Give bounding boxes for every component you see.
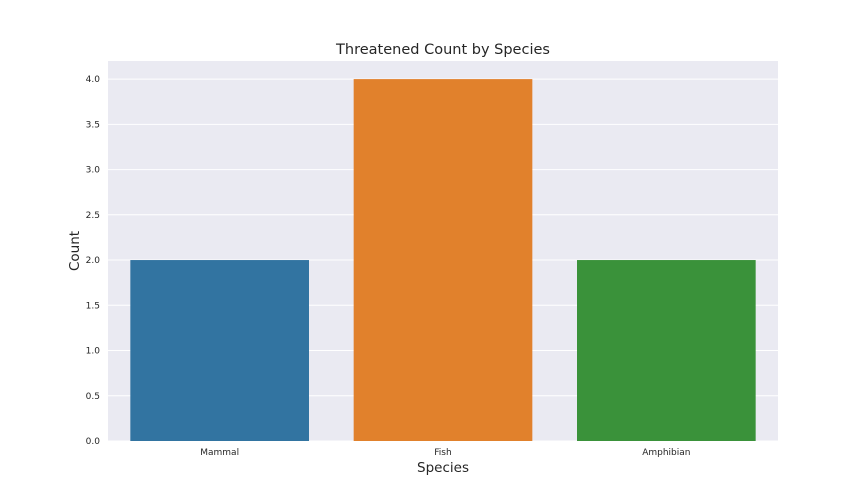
bar-amphibian — [577, 260, 756, 441]
x-tick-label: Fish — [434, 448, 451, 458]
y-tick-label: 0.0 — [86, 437, 101, 447]
y-tick-label: 0.5 — [86, 392, 100, 402]
y-axis-label: Count — [67, 231, 83, 271]
x-tick-label: Mammal — [200, 448, 239, 458]
chart-title: Threatened Count by Species — [335, 42, 550, 58]
y-tick-label: 1.5 — [86, 301, 100, 311]
y-axis-ticks: 0.0 0.5 1.0 1.5 2.0 2.5 3.0 3.5 4.0 — [86, 75, 101, 447]
bars — [130, 79, 756, 441]
y-tick-label: 3.0 — [86, 166, 101, 176]
y-tick-label: 3.5 — [86, 120, 100, 130]
y-tick-label: 2.0 — [86, 256, 101, 266]
y-tick-label: 4.0 — [86, 75, 101, 85]
y-tick-label: 2.5 — [86, 211, 100, 221]
y-tick-label: 1.0 — [86, 347, 101, 357]
bar-mammal — [130, 260, 309, 441]
x-axis-ticks: Mammal Fish Amphibian — [200, 448, 690, 458]
x-tick-label: Amphibian — [642, 448, 690, 458]
x-axis-label: Species — [417, 460, 469, 476]
bar-fish — [353, 79, 533, 441]
